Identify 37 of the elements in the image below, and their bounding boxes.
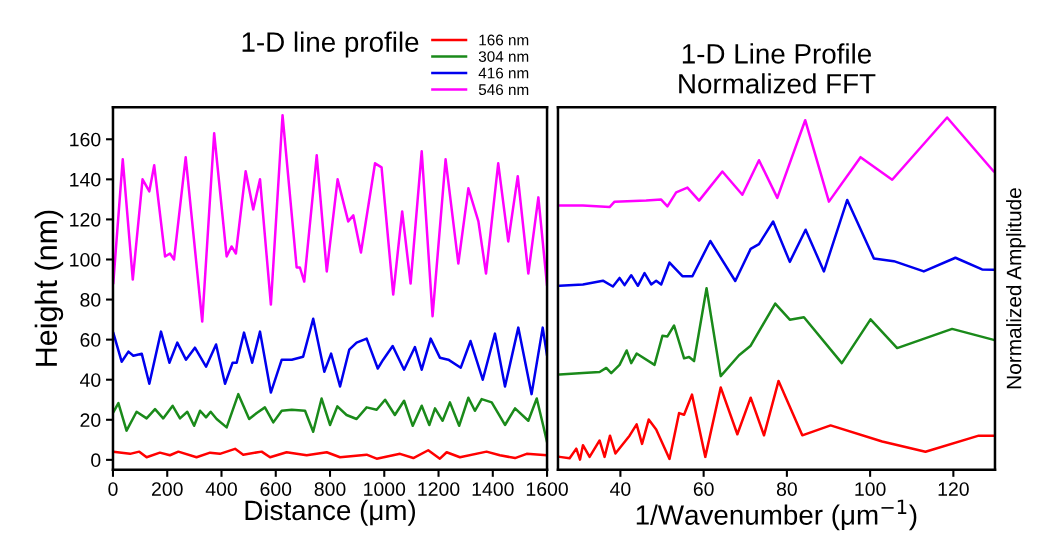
legend-label: 416 nm [478,67,529,79]
y-axis-title: Normalized Amplitude [1006,188,1026,389]
x-tick-label: 120 [938,482,969,496]
x-tick-label: 100 [855,482,886,496]
legend-label: 166 nm [479,34,529,46]
x-axis-title: 1/Wavenumber (μm$^{−1}$) [636,499,917,531]
line-series [112,447,548,460]
y-tick-label: 0 [91,453,101,468]
line-series [112,392,548,444]
x-tick-label: 1200 [418,482,460,496]
y-tick-label: 20 [80,413,101,428]
y-tick-label: 40 [80,373,101,387]
legend-label: 304 nm [478,51,529,62]
chart-title: 1-D line profile [242,31,419,58]
x-tick-label: 800 [314,482,346,496]
x-tick-label: 400 [205,482,237,496]
chart-title: 1-D Line Profile Normalized FFT [679,43,876,94]
y-tick-label: 140 [70,172,101,187]
legend-label: 546 nm [478,84,529,96]
line-series [112,113,548,323]
y-tick-label: 120 [70,212,101,227]
x-tick-label: 80 [776,482,797,496]
y-tick-label: 60 [80,333,101,347]
x-tick-label: 40 [610,482,631,496]
y-tick-label: 160 [70,132,101,147]
x-tick-label: 1400 [472,482,514,496]
y-axis-title: Height (nm) [34,210,64,366]
x-tick-label: 1600 [526,482,568,496]
x-tick-label: 200 [152,482,183,496]
y-tick-label: 100 [70,252,101,267]
x-tick-label: 600 [260,482,292,496]
x-tick-label: 1000 [364,482,406,496]
x-tick-label: 60 [693,482,714,496]
line-series [112,317,548,396]
y-tick-label: 80 [80,293,101,307]
x-tick-label: 0 [108,482,118,496]
x-axis-title: Distance (μm) [245,499,416,526]
